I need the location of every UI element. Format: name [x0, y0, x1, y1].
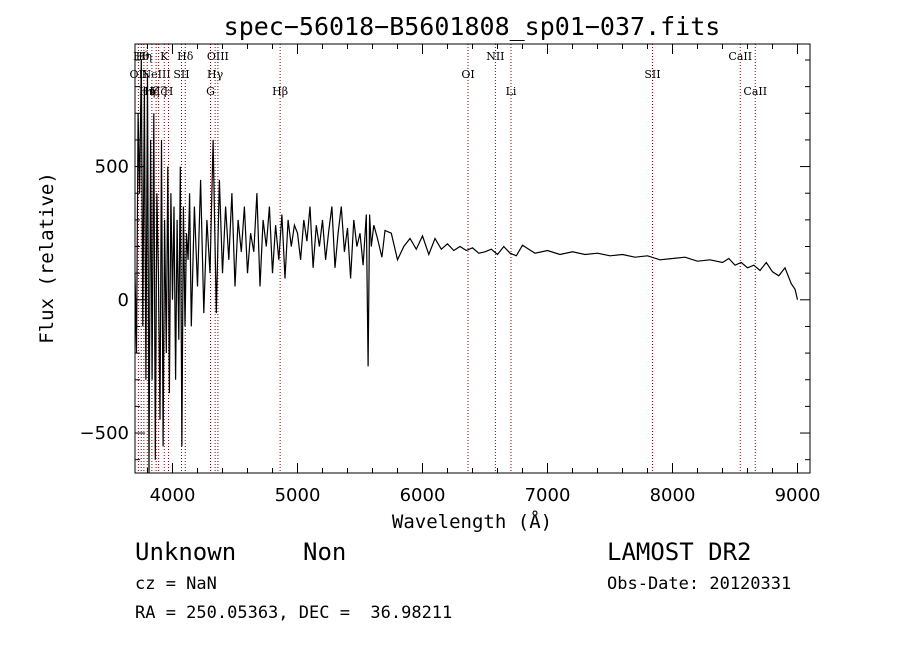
reference-line-label: Hβ [272, 85, 288, 98]
reference-line-label: Hζ [151, 85, 167, 98]
reference-line-label: Hη [136, 50, 152, 63]
x-tick-label: 8000 [650, 485, 696, 506]
reference-line-label: CaII [743, 85, 767, 98]
reference-line-label: OI [461, 68, 474, 81]
y-tick-label: 500 [95, 157, 129, 178]
reference-line-label: SII [173, 68, 189, 81]
redshift-value: cz = NaN [135, 574, 217, 594]
y-axis-label: Flux (relative) [36, 172, 58, 344]
reference-line-label: K [160, 50, 169, 63]
spectrum-line [134, 59, 799, 474]
reference-line-label: CaII [728, 50, 752, 63]
reference-line-label: NeIII [142, 68, 171, 81]
survey-name: LAMOST DR2 [607, 538, 752, 566]
coordinates: RA = 250.05363, DEC = 36.98211 [135, 603, 453, 623]
y-tick-label: −500 [80, 423, 129, 444]
x-axis-label: Wavelength (Å) [392, 510, 552, 533]
x-tick-label: 6000 [400, 485, 446, 506]
reference-line-label: Hδ [177, 50, 194, 63]
reference-line-label: H [164, 85, 174, 98]
chart-title: spec−56018−B5601808_sp01−037.fits [224, 12, 721, 41]
x-tick-label: 5000 [275, 485, 321, 506]
y-tick-label: 0 [118, 290, 129, 311]
x-tick-label: 7000 [525, 485, 571, 506]
x-tick-label: 9000 [775, 485, 821, 506]
reference-line-label: Li [506, 85, 517, 98]
reference-line-label: NII [486, 50, 504, 63]
object-class: Unknown [135, 538, 237, 566]
reference-line-label: SII [644, 68, 660, 81]
reference-line-label: OIII [207, 50, 229, 63]
reference-line-label: G [206, 85, 215, 98]
reference-line-label: OII [130, 68, 148, 81]
x-tick-label: 4000 [150, 485, 196, 506]
reference-line-label: Hγ [207, 68, 224, 81]
observation-date: Obs-Date: 20120331 [607, 574, 792, 594]
object-subclass: Non [303, 538, 347, 566]
axis-ticks: 4000 5000 6000 7000 8000 9000 −500 0 500 [80, 44, 821, 506]
